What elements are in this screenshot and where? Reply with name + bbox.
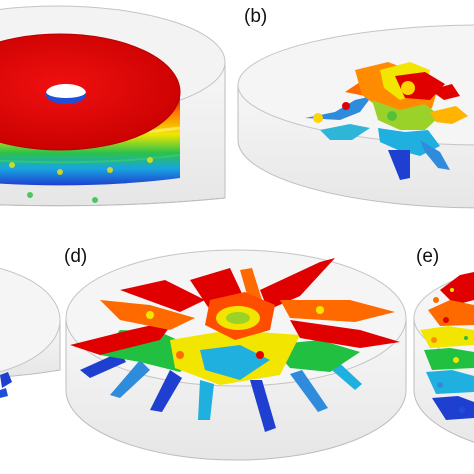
panel-b-dendrite [305,62,468,180]
panel-e: (e) [413,246,474,443]
panel-b: (b) [237,6,474,209]
panel-label-b: (b) [244,6,267,27]
panel-d: (d) [64,246,407,461]
panel-label-e: (e) [416,246,439,267]
panel-label-d: (d) [64,246,87,267]
panel-c-container [0,267,61,378]
panel-a-disk [0,33,181,203]
panel-e-fragments [420,272,474,420]
panel-c-fragments [0,372,12,398]
panel-c [0,267,61,398]
panel-d-dendrite [70,258,400,432]
panel-a [0,5,226,207]
